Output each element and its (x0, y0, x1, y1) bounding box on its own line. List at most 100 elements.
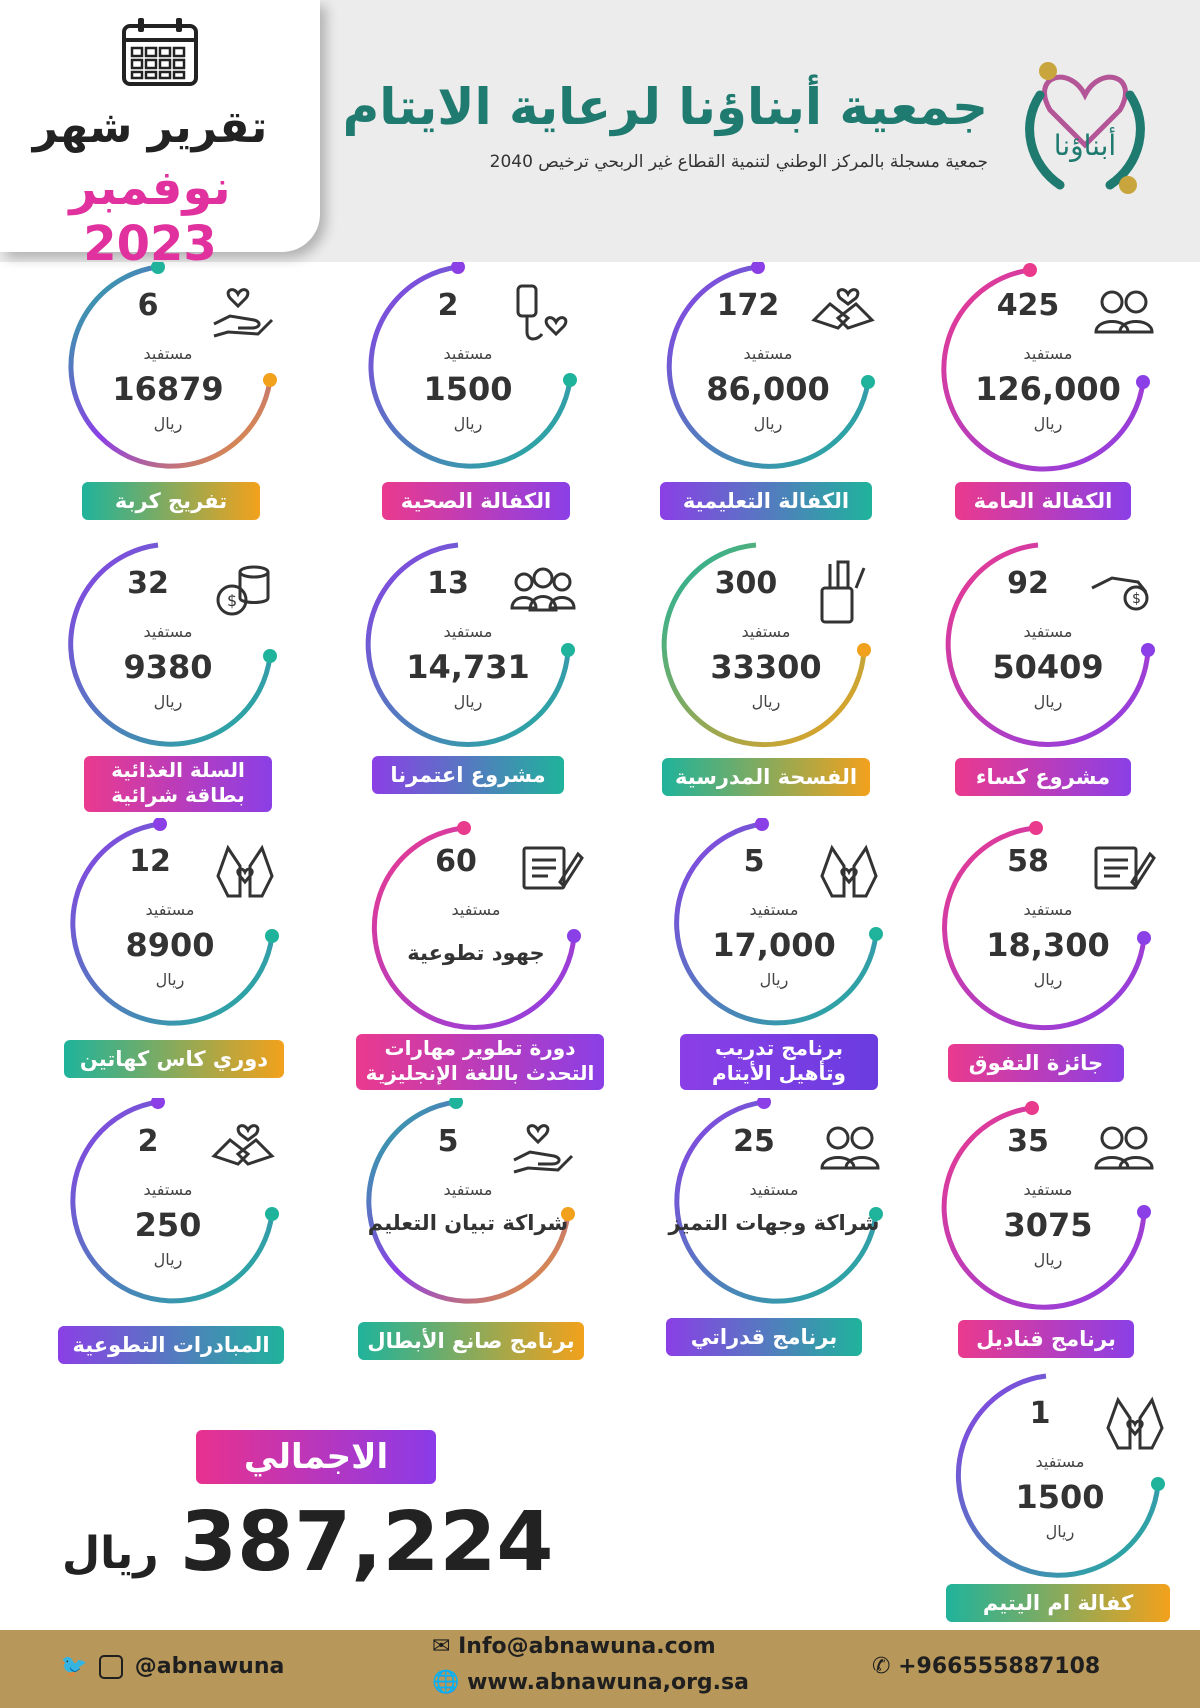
progress-ring (666, 262, 875, 469)
currency-label: ريال (753, 414, 783, 433)
mail-icon: ✉ (432, 1634, 451, 1659)
card-label: برنامج قناديل (958, 1320, 1134, 1358)
progress-ring (366, 1098, 575, 1304)
currency-label: ريال (1033, 1250, 1063, 1269)
progress-ring (945, 542, 1155, 747)
beneficiary-count: 172 (716, 288, 780, 323)
beneficiary-label: مستفيد (1023, 344, 1073, 363)
phone-row: ✆ +966555887108 (872, 1654, 1100, 1679)
hands-heart-icon (216, 844, 274, 898)
beneficiary-count: 12 (129, 844, 171, 879)
amount: 126,000 (975, 370, 1121, 408)
calendar-icon (122, 18, 198, 86)
beneficiary-count: 5 (437, 1124, 459, 1159)
beneficiary-label: مستفيد (1023, 900, 1073, 919)
card-clothing: 92 $ مستفيد 50409 ريال (938, 540, 1188, 810)
amount: 250 (134, 1206, 202, 1244)
beneficiary-count: 58 (1007, 844, 1049, 879)
email-row: ✉ Info@abnawuna.com (432, 1634, 716, 1659)
currency-label: ريال (1045, 1522, 1075, 1541)
report-date-card: تقرير شهر نوفمبر 2023 (0, 0, 320, 272)
twitter-icon[interactable]: 🐦 (60, 1654, 88, 1679)
certificate-icon (522, 846, 584, 890)
hand-heart-icon (513, 1124, 574, 1174)
beneficiary-label: مستفيد (1023, 1180, 1073, 1199)
currency-label: ريال (453, 692, 483, 711)
instagram-icon[interactable] (99, 1655, 124, 1679)
hand-coin-icon: $ (1091, 576, 1149, 611)
people-icon (1094, 290, 1154, 334)
beneficiary-label: مستفيد (443, 1180, 493, 1199)
total-currency: ريال (62, 1528, 159, 1579)
amount: 16879 (112, 370, 224, 408)
amount: 3075 (1003, 1206, 1093, 1244)
beneficiary-count: 1 (1029, 1396, 1051, 1431)
iv-heart-icon (516, 284, 568, 341)
social-handle[interactable]: @abnawuna (134, 1654, 285, 1679)
amount: 50409 (992, 648, 1104, 686)
card-general-sponsorship: 425 مستفيد 126,000 ريال (938, 262, 1188, 532)
beneficiary-label: مستفيد (443, 622, 493, 641)
card-heroes-maker: 5 مستفيد شراكة تبيان التعليم (358, 1098, 608, 1368)
beneficiary-label: مستفيد (143, 622, 193, 641)
card-text: شراكة وجهات التميز (668, 1211, 880, 1235)
amount: 14,731 (406, 648, 530, 686)
globe-icon: 🌐 (432, 1670, 460, 1695)
beneficiary-count: 92 (1007, 566, 1049, 601)
card-label: دوري كاس كهاتين (64, 1040, 284, 1078)
progress-ring (365, 542, 575, 747)
amount: 8900 (125, 926, 215, 964)
beneficiary-label: مستفيد (749, 900, 799, 919)
currency-label: ريال (1033, 692, 1063, 711)
progress-ring (941, 1101, 1151, 1310)
card-label: برنامج صانع الأبطال (358, 1322, 584, 1360)
currency-label: ريال (153, 414, 183, 433)
beneficiary-count: 425 (996, 288, 1060, 323)
card-label: جائزة التفوق (948, 1044, 1124, 1082)
certificate-icon (1094, 846, 1156, 890)
card-umrah: 13 مستفيد 14,731 ريال (358, 540, 608, 810)
card-label: الكفالة العامة (955, 482, 1131, 520)
card-orphan-training: 5 مستفيد 17,000 ريال (664, 818, 914, 1088)
beneficiary-count: 13 (427, 566, 469, 601)
beneficiary-label: مستفيد (145, 900, 195, 919)
beneficiary-label: مستفيد (443, 344, 493, 363)
currency-label: ريال (155, 970, 185, 989)
beneficiary-label: مستفيد (1023, 622, 1073, 641)
progress-ring (68, 262, 277, 469)
beneficiary-count: 25 (733, 1124, 775, 1159)
group-icon (510, 567, 576, 612)
card-label: دورة تطوير مهارات التحدث باللغة الإنجليز… (356, 1034, 604, 1090)
amount: 1500 (1015, 1478, 1105, 1516)
card-kahatain-league: 12 مستفيد 8900 ريال (60, 818, 310, 1088)
card-label: المبادرات التطوعية (58, 1326, 284, 1364)
beneficiary-count: 32 (127, 566, 169, 601)
card-label: كفالة ام اليتيم (946, 1584, 1170, 1622)
handshake-heart-icon (211, 1124, 275, 1166)
email[interactable]: Info@abnawuna.com (458, 1634, 716, 1659)
logo: أبناؤنا (1025, 62, 1145, 194)
phone[interactable]: +966555887108 (898, 1654, 1101, 1679)
card-qanadeel: 35 مستفيد 3075 ريال (938, 1098, 1188, 1368)
progress-ring (371, 821, 581, 1030)
card-qudurati: 25 مستفيد شراكة وجهات التميز (664, 1098, 914, 1368)
card-label: مشروع اعتمرنا (372, 756, 564, 794)
card-orphan-mother: 1 مستفيد 1500 ريال (950, 1370, 1200, 1640)
beneficiary-label: مستفيد (143, 1180, 193, 1199)
beneficiary-count: 300 (714, 566, 778, 601)
org-subtitle: جمعية مسجلة بالمركز الوطني لتنمية القطاع… (489, 152, 988, 172)
card-text: جهود تطوعية (407, 941, 545, 965)
progress-ring (368, 262, 577, 469)
progress-ring (661, 542, 871, 748)
currency-label: ريال (1033, 970, 1063, 989)
beneficiary-label: مستفيد (143, 344, 193, 363)
website[interactable]: www.abnawuna,org.sa (467, 1670, 749, 1695)
hands-heart-icon (1106, 1396, 1164, 1450)
progress-ring (955, 1373, 1165, 1578)
svg-text:$: $ (227, 591, 237, 610)
svg-text:$: $ (1132, 591, 1141, 607)
card-educational-sponsorship: 172 مستفيد 86,000 ريال (658, 262, 908, 532)
total-amount: 387,224 (180, 1495, 554, 1590)
card-school-break: 300 مستفيد 33300 ريال (656, 540, 906, 810)
card-volunteer-initiatives: 2 مستفيد 250 ريال (58, 1098, 308, 1368)
